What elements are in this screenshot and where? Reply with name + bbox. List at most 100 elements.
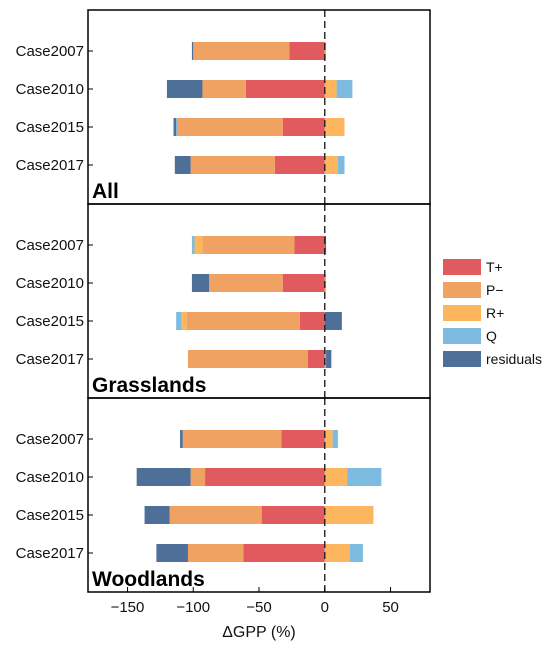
bar-grasslands-case2015-q bbox=[176, 312, 182, 330]
bar-all-case2010-pminus bbox=[202, 80, 246, 98]
x-tick-label: 0 bbox=[321, 599, 329, 616]
case-label-grasslands-case2015: Case2015 bbox=[16, 313, 84, 330]
case-label-all-case2010: Case2010 bbox=[16, 81, 84, 98]
case-label-woodlands-case2010: Case2010 bbox=[16, 469, 84, 486]
bar-woodlands-case2015-pminus bbox=[169, 506, 262, 524]
bar-group-all-case2015 bbox=[173, 118, 345, 136]
x-tick-label: 50 bbox=[382, 599, 399, 616]
bar-all-case2007-rplus bbox=[324, 42, 327, 60]
bar-all-case2007-pminus bbox=[193, 42, 290, 60]
case-label-grasslands-case2010: Case2010 bbox=[16, 275, 84, 292]
case-label-all-case2017: Case2017 bbox=[16, 157, 84, 174]
x-axis-label: ΔGPP (%) bbox=[222, 624, 296, 641]
legend-label-tplus: T+ bbox=[486, 259, 503, 275]
panel-frame-woodlands bbox=[87, 397, 431, 593]
legend-swatch-tplus bbox=[443, 259, 481, 275]
bar-woodlands-case2007-q bbox=[332, 430, 338, 448]
bar-grasslands-case2015-tplus bbox=[299, 312, 325, 330]
bar-woodlands-case2015-residuals bbox=[144, 506, 170, 524]
bar-group-grasslands-case2017 bbox=[187, 350, 332, 368]
bar-all-case2017-rplus bbox=[324, 156, 338, 174]
bar-grasslands-case2015-residuals bbox=[324, 312, 342, 330]
bar-woodlands-case2010-q bbox=[347, 468, 382, 486]
bar-grasslands-case2017-tplus bbox=[307, 350, 325, 368]
bar-woodlands-case2017-rplus bbox=[324, 544, 350, 562]
bar-grasslands-case2017-residuals bbox=[326, 350, 332, 368]
bar-grasslands-case2007-q bbox=[191, 236, 195, 254]
bar-grasslands-case2015-rplus bbox=[181, 312, 187, 330]
legend-label-rplus: R+ bbox=[486, 305, 504, 321]
bar-woodlands-case2015-rplus bbox=[324, 506, 374, 524]
bar-grasslands-case2010-tplus bbox=[282, 274, 325, 292]
bar-woodlands-case2007-rplus bbox=[324, 430, 333, 448]
bar-group-grasslands-case2015 bbox=[176, 312, 342, 330]
legend-swatch-q bbox=[443, 328, 481, 344]
bar-all-case2007-tplus bbox=[289, 42, 325, 60]
case-label-woodlands-case2007: Case2007 bbox=[16, 431, 84, 448]
panel-woodlands: Case2007 Case2010 Case2015 Case2017 Woodland… bbox=[16, 397, 431, 593]
panel-grasslands: Case2007 Case2010 Case2015 Case2017 Grasslan… bbox=[16, 203, 431, 399]
bar-woodlands-case2017-q bbox=[349, 544, 363, 562]
case-label-all-case2015: Case2015 bbox=[16, 119, 84, 136]
x-tick-label: −150 bbox=[111, 599, 145, 616]
bar-group-grasslands-case2010 bbox=[191, 274, 327, 292]
legend-label-q: Q bbox=[486, 328, 497, 344]
case-label-woodlands-case2015: Case2015 bbox=[16, 507, 84, 524]
bar-woodlands-case2010-rplus bbox=[324, 468, 348, 486]
bar-all-case2017-q bbox=[337, 156, 345, 174]
bar-all-case2010-q bbox=[336, 80, 353, 98]
bar-woodlands-case2007-residuals bbox=[180, 430, 183, 448]
panels-layer: Case2007Case2010Case2015Case2017AllCase2… bbox=[16, 9, 431, 593]
bar-grasslands-case2015-pminus bbox=[186, 312, 300, 330]
panel-frame-all bbox=[87, 9, 431, 205]
bar-woodlands-case2010-pminus bbox=[190, 468, 206, 486]
bar-woodlands-case2017-pminus bbox=[187, 544, 244, 562]
bar-woodlands-case2010-tplus bbox=[205, 468, 325, 486]
case-label-grasslands-case2017: Case2017 bbox=[16, 351, 84, 368]
bar-woodlands-case2007-tplus bbox=[281, 430, 325, 448]
case-label-grasslands-case2007: Case2007 bbox=[16, 237, 84, 254]
bar-all-case2017-tplus bbox=[274, 156, 325, 174]
legend-label-pminus: P− bbox=[486, 282, 504, 298]
x-tick-label: −50 bbox=[246, 599, 271, 616]
bar-grasslands-case2007-pminus bbox=[202, 236, 295, 254]
bar-grasslands-case2010-residuals bbox=[191, 274, 210, 292]
bar-all-case2010-residuals bbox=[166, 80, 203, 98]
bar-grasslands-case2017-pminus bbox=[187, 350, 308, 368]
panel-all: Case2007 Case2010 Case2015 Case2017 All bbox=[16, 9, 431, 205]
bar-all-case2015-pminus bbox=[177, 118, 283, 136]
bar-grasslands-case2007-tplus bbox=[294, 236, 325, 254]
x-axis: −150 −100 −50 0 50 ΔGPP (%) bbox=[111, 587, 399, 641]
bar-all-case2007-residuals bbox=[191, 42, 194, 60]
bar-all-case2010-tplus bbox=[245, 80, 325, 98]
bar-grasslands-case2007-residuals bbox=[324, 236, 327, 254]
legend-item-tplus: T+ bbox=[443, 259, 503, 275]
bar-all-case2015-rplus bbox=[324, 118, 345, 136]
panel-label-all: All bbox=[92, 180, 119, 203]
bar-woodlands-case2007-pminus bbox=[182, 430, 282, 448]
bar-group-all-case2010 bbox=[166, 80, 353, 98]
bar-all-case2017-residuals bbox=[174, 156, 191, 174]
bar-all-case2017-pminus bbox=[190, 156, 275, 174]
bar-all-case2015-tplus bbox=[282, 118, 325, 136]
bar-group-all-case2007 bbox=[191, 42, 327, 60]
legend-item-residuals: residuals bbox=[443, 351, 542, 367]
bar-all-case2015-residuals bbox=[173, 118, 177, 136]
legend-item-q: Q bbox=[443, 328, 497, 344]
bar-group-woodlands-case2017 bbox=[156, 544, 363, 562]
panel-frame-grasslands bbox=[87, 203, 431, 399]
legend-item-pminus: P− bbox=[443, 282, 504, 298]
bar-woodlands-case2010-residuals bbox=[136, 468, 191, 486]
case-label-woodlands-case2017: Case2017 bbox=[16, 545, 84, 562]
legend-swatch-residuals bbox=[443, 351, 481, 367]
panel-label-woodlands: Woodlands bbox=[92, 568, 205, 591]
bar-grasslands-case2007-rplus bbox=[194, 236, 203, 254]
legend-label-residuals: residuals bbox=[486, 351, 542, 367]
bar-group-all-case2017 bbox=[174, 156, 345, 174]
x-tick-label: −100 bbox=[176, 599, 210, 616]
case-label-all-case2007: Case2007 bbox=[16, 43, 84, 60]
bar-group-woodlands-case2010 bbox=[136, 468, 382, 486]
bar-woodlands-case2015-tplus bbox=[261, 506, 325, 524]
